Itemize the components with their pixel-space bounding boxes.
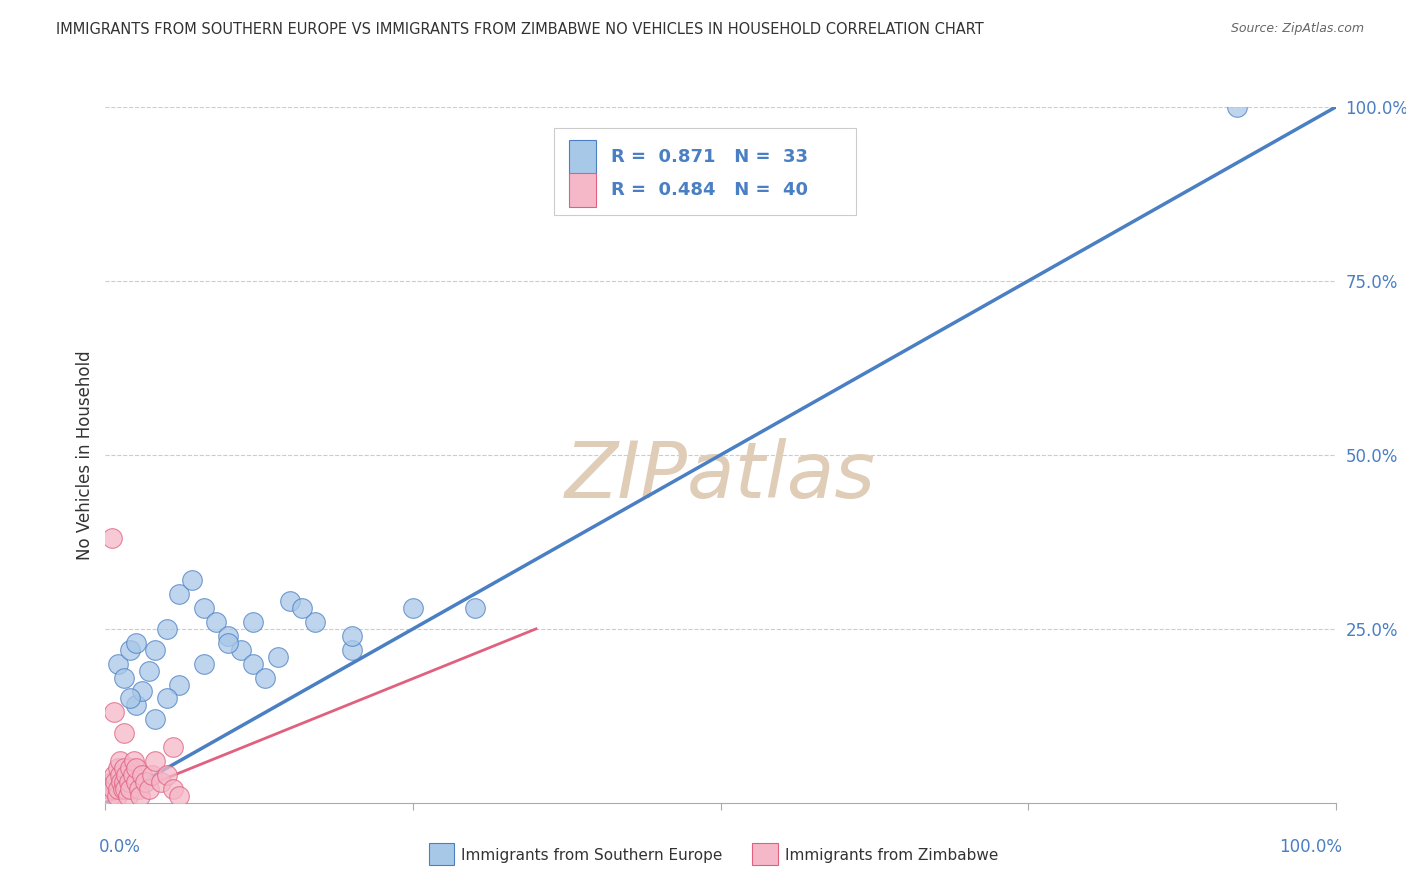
Point <box>112 775 135 789</box>
Point <box>218 629 240 643</box>
Point <box>125 698 148 713</box>
Point <box>120 781 141 796</box>
Text: R =  0.484   N =  40: R = 0.484 N = 40 <box>612 181 808 199</box>
Point <box>112 726 135 740</box>
Point <box>218 636 240 650</box>
Text: Immigrants from Southern Europe: Immigrants from Southern Europe <box>461 848 723 863</box>
Point <box>100 532 122 546</box>
Point <box>118 775 141 789</box>
FancyBboxPatch shape <box>569 140 596 174</box>
Point <box>125 636 148 650</box>
Point <box>100 775 122 789</box>
Point <box>143 754 166 768</box>
Text: Immigrants from Zimbabwe: Immigrants from Zimbabwe <box>785 848 998 863</box>
Point <box>120 761 141 775</box>
Point <box>169 789 191 803</box>
Point <box>129 789 152 803</box>
FancyBboxPatch shape <box>554 128 856 215</box>
Point <box>304 615 326 629</box>
Y-axis label: No Vehicles in Household: No Vehicles in Household <box>76 350 94 560</box>
Point <box>120 691 141 706</box>
Point <box>149 775 172 789</box>
Text: ZIPatlas: ZIPatlas <box>565 438 876 514</box>
Point <box>107 761 129 775</box>
Point <box>112 671 135 685</box>
Point <box>162 781 184 796</box>
Point <box>143 712 166 726</box>
Point <box>169 677 191 691</box>
Point <box>122 754 145 768</box>
Point <box>131 768 153 782</box>
Point <box>267 649 290 664</box>
Point <box>112 761 135 775</box>
Point <box>103 768 125 782</box>
Point <box>103 706 125 720</box>
Point <box>291 601 314 615</box>
Point <box>117 789 139 803</box>
Point <box>125 761 148 775</box>
Point <box>134 775 156 789</box>
Point <box>254 671 277 685</box>
Point <box>128 781 150 796</box>
Point <box>121 768 143 782</box>
Point <box>193 601 215 615</box>
Point <box>104 775 127 789</box>
Point <box>180 573 202 587</box>
Point <box>111 781 134 796</box>
Point <box>120 642 141 657</box>
Point <box>98 781 121 796</box>
Point <box>162 740 184 755</box>
Text: 0.0%: 0.0% <box>100 838 141 855</box>
Point <box>110 768 132 782</box>
Point <box>242 657 264 671</box>
Point <box>131 684 153 698</box>
Point <box>110 754 132 768</box>
Point <box>340 642 363 657</box>
Point <box>156 691 179 706</box>
Text: R =  0.871   N =  33: R = 0.871 N = 33 <box>612 148 808 166</box>
Point <box>464 601 486 615</box>
Point <box>138 781 160 796</box>
Text: Source: ZipAtlas.com: Source: ZipAtlas.com <box>1230 22 1364 36</box>
Point <box>138 664 160 678</box>
Point <box>156 622 179 636</box>
Point <box>107 781 129 796</box>
Point <box>98 789 122 803</box>
Point <box>125 775 148 789</box>
Text: IMMIGRANTS FROM SOUTHERN EUROPE VS IMMIGRANTS FROM ZIMBABWE NO VEHICLES IN HOUSE: IMMIGRANTS FROM SOUTHERN EUROPE VS IMMIG… <box>56 22 984 37</box>
Text: 100.0%: 100.0% <box>1279 838 1341 855</box>
Point <box>205 615 228 629</box>
Point <box>1226 100 1249 114</box>
Point <box>402 601 425 615</box>
Point <box>110 775 132 789</box>
Point <box>278 594 301 608</box>
Point <box>169 587 191 601</box>
Point <box>340 629 363 643</box>
Point <box>143 642 166 657</box>
Point <box>114 781 136 796</box>
Point <box>229 642 252 657</box>
FancyBboxPatch shape <box>569 173 596 207</box>
Point <box>107 657 129 671</box>
Point <box>156 768 179 782</box>
Point <box>242 615 264 629</box>
Point <box>101 781 124 796</box>
Point <box>105 789 128 803</box>
Point <box>115 768 138 782</box>
Point <box>193 657 215 671</box>
Point <box>141 768 163 782</box>
